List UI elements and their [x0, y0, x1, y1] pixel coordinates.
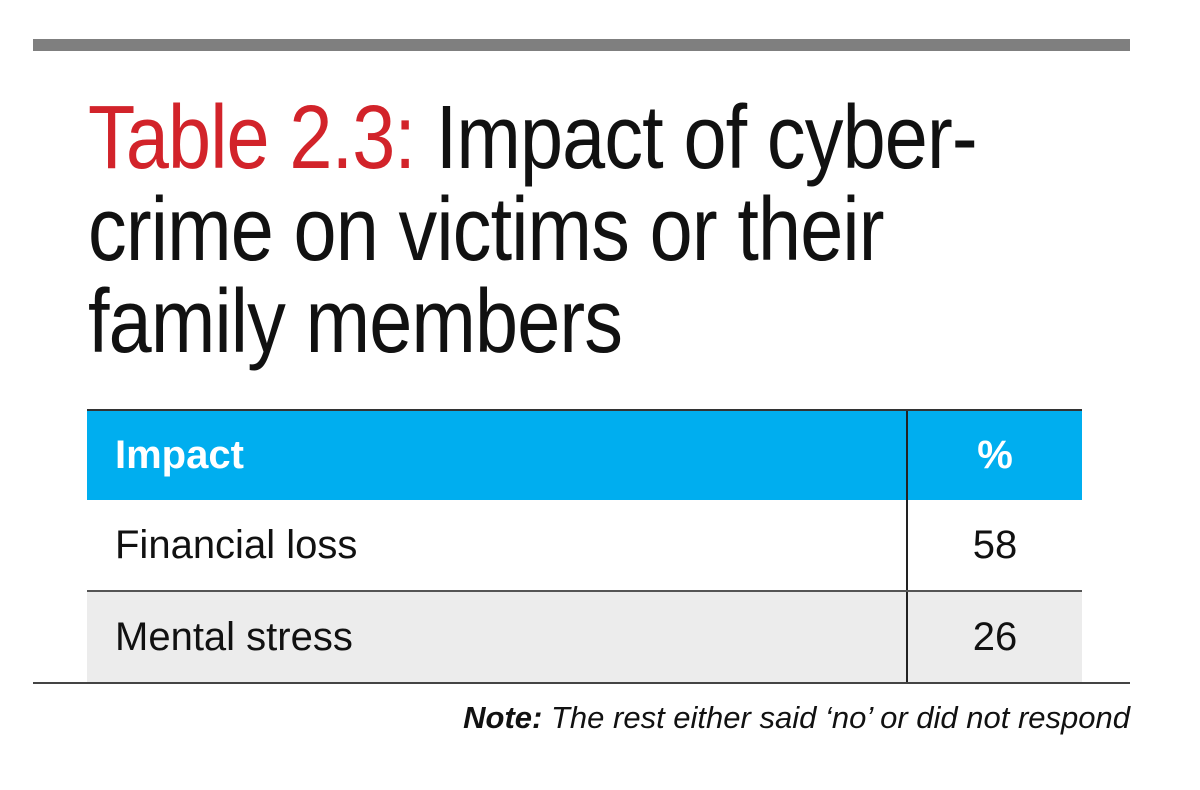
top-rule [33, 39, 1130, 51]
header-impact: Impact [87, 411, 908, 500]
bottom-rule [33, 682, 1130, 684]
title-line-1: Table 2.3: Impact of cyber- [88, 88, 978, 188]
note-text: The rest either said ‘no’ or did not res… [550, 700, 1130, 735]
impact-table: Impact % Financial loss 58 Mental stress… [87, 409, 1082, 682]
footnote: Note: The rest either said ‘no’ or did n… [463, 700, 1130, 736]
cell-impact: Financial loss [87, 500, 908, 590]
title-line-2: crime on victims or their [88, 180, 885, 280]
table-row: Financial loss 58 [87, 500, 1082, 592]
note-label: Note: [463, 700, 543, 735]
table-header: Impact % [87, 409, 1082, 500]
cell-percent: 58 [972, 522, 1018, 567]
table-number: Table 2.3: [88, 88, 416, 188]
cell-impact: Mental stress [87, 592, 908, 682]
title-line-3: family members [88, 272, 623, 372]
table-title: Table 2.3: Impact of cyber- crime on vic… [88, 92, 1122, 368]
header-percent: % [977, 433, 1013, 477]
table-row: Mental stress 26 [87, 592, 1082, 682]
cell-percent: 26 [972, 614, 1018, 659]
